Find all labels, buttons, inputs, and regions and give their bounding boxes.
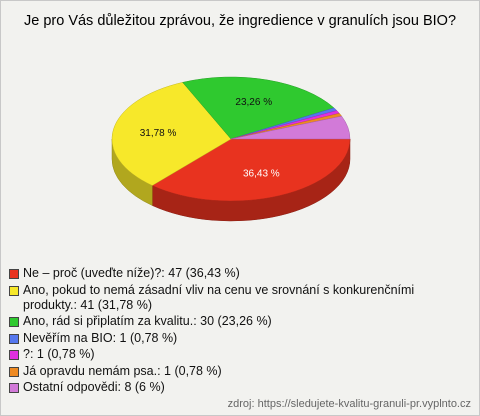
slice — [230, 115, 351, 140]
legend-entry: Nevěřím na BIO: 1 (0,78 %) — [9, 331, 469, 346]
legend: Ne – proč (uveďte níže)?: 47 (36,43 %) An… — [9, 266, 469, 397]
slice — [182, 76, 335, 140]
legend-entry: Ostatní odpovědi: 8 (6 %) — [9, 380, 469, 395]
legend-swatch — [9, 317, 19, 327]
legend-swatch — [9, 366, 19, 377]
legend-swatch — [9, 269, 19, 279]
legend-label: Nevěřím na BIO: 1 (0,78 %) — [23, 330, 178, 345]
legend-entry: Ano, pokud to nemá zásadní vliv na cenu … — [9, 283, 469, 313]
legend-entry: ?: 1 (0,78 %) — [9, 347, 469, 362]
legend-label: Ne – proč (uveďte níže)?: 47 (36,43 %) — [23, 266, 240, 280]
legend-swatch — [9, 350, 19, 360]
legend-label: Já opravdu nemám psa.: 1 (0,78 %) — [23, 363, 222, 378]
slice-label: 36,43 % — [243, 169, 280, 180]
slice — [151, 138, 351, 202]
source: zdroj: https://sledujete-kvalitu-granuli… — [227, 398, 471, 410]
legend-swatch — [9, 285, 19, 296]
chart-title: Je pro Vás důležitou zprávou, že ingredi… — [24, 13, 456, 29]
slice-label: 31,78 % — [140, 128, 177, 139]
slice-label: 23,26 % — [235, 97, 272, 108]
legend-swatch — [9, 383, 19, 393]
legend-swatch — [9, 333, 19, 344]
pie-area: Je pro Vás důležitou zprávou, že ingredi… — [24, 13, 456, 222]
legend-label: Ano, rád si připlatím za kvalitu.: 30 (2… — [23, 314, 272, 328]
legend-entry: Ne – proč (uveďte níže)?: 47 (36,43 %) — [9, 266, 469, 281]
legend-label: Ano, pokud to nemá zásadní vliv na cenu … — [23, 282, 415, 312]
legend-label: ?: 1 (0,78 %) — [23, 347, 95, 361]
legend-entry: Ano, rád si připlatím za kvalitu.: 30 (2… — [9, 314, 469, 329]
legend-label: Ostatní odpovědi: 8 (6 %) — [23, 380, 165, 394]
slice — [111, 82, 232, 186]
legend-entry: Já opravdu nemám psa.: 1 (0,78 %) — [9, 364, 469, 379]
